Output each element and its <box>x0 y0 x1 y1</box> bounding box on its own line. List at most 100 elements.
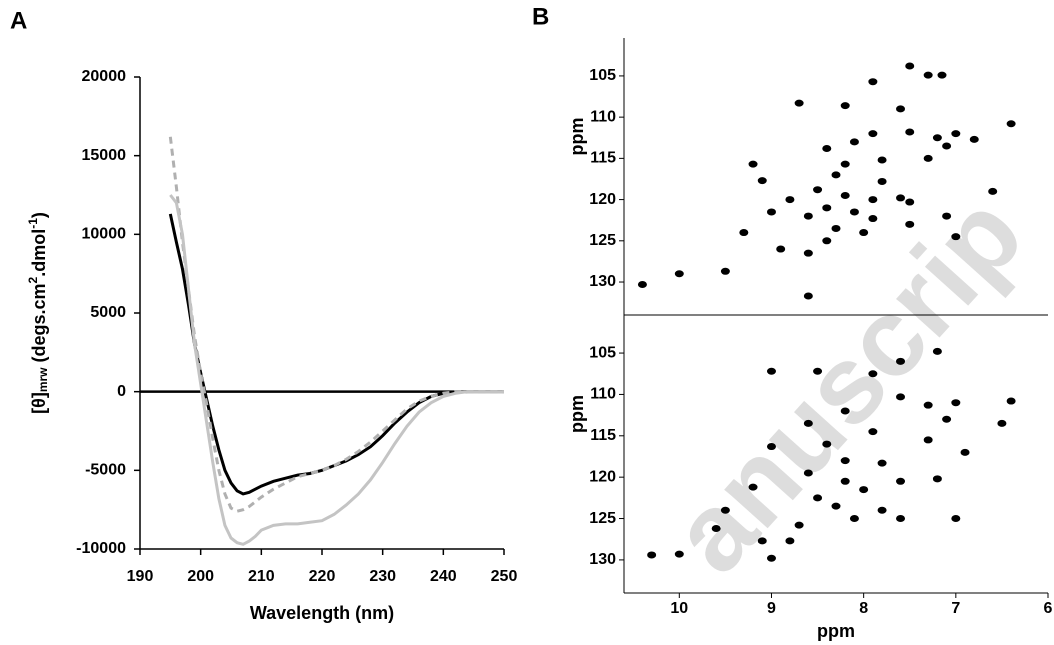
peak <box>960 448 970 456</box>
peak <box>997 419 1007 427</box>
x-tick-label: 10 <box>670 600 688 617</box>
x-tick-label: 9 <box>767 600 776 617</box>
y-tick-label: 125 <box>589 232 616 249</box>
peak <box>951 233 961 241</box>
peak <box>748 483 758 491</box>
x-tick-label: 6 <box>1044 600 1053 617</box>
data-line <box>169 194 504 546</box>
peak <box>674 550 684 558</box>
peak <box>849 138 859 146</box>
peak <box>951 515 961 523</box>
peak <box>905 128 915 136</box>
peak <box>988 187 998 195</box>
peak <box>877 506 887 514</box>
peak <box>794 99 804 107</box>
peak <box>896 105 906 113</box>
peak <box>896 357 906 365</box>
peak <box>932 475 942 483</box>
peak <box>877 156 887 164</box>
peak <box>868 196 878 204</box>
peak <box>1006 120 1016 128</box>
peak <box>951 130 961 138</box>
peak <box>766 554 776 562</box>
peak <box>776 245 786 253</box>
peak <box>739 229 749 237</box>
peak <box>896 515 906 523</box>
peak <box>831 224 841 232</box>
peak <box>637 280 647 288</box>
peak <box>803 212 813 220</box>
peak <box>951 399 961 407</box>
data-line <box>168 213 504 496</box>
peak <box>905 220 915 228</box>
x-tick-label: 200 <box>187 568 214 585</box>
peak <box>720 267 730 275</box>
peak <box>877 177 887 185</box>
peak <box>923 154 933 162</box>
peak <box>785 537 795 545</box>
peak <box>868 78 878 86</box>
y-axis-label-part: ) <box>29 212 49 218</box>
peak <box>849 208 859 216</box>
peak <box>803 469 813 477</box>
y-tick-label: 130 <box>589 551 616 568</box>
peak <box>840 477 850 485</box>
peak <box>822 440 832 448</box>
y-tick-label: -5000 <box>85 462 126 479</box>
peak <box>840 457 850 465</box>
peak <box>831 171 841 179</box>
peak <box>969 135 979 143</box>
y-tick-label: 15000 <box>82 147 127 164</box>
x-tick-label: 190 <box>127 568 154 585</box>
peak <box>757 537 767 545</box>
peak <box>803 249 813 257</box>
peak <box>896 194 906 202</box>
y-tick-label: 105 <box>589 67 616 84</box>
y-tick-label: -10000 <box>76 540 126 557</box>
peak <box>785 196 795 204</box>
peak <box>647 551 657 559</box>
peak <box>896 393 906 401</box>
x-tick-label: 230 <box>369 568 396 585</box>
y-tick-label: 10000 <box>82 226 127 243</box>
x-axis-label: ppm <box>817 621 855 641</box>
peak <box>868 428 878 436</box>
y-axis-label: [θ]mrw (degs.cm2.dmol-1) <box>26 212 50 414</box>
y-tick-label: 20000 <box>82 68 127 85</box>
peak <box>932 347 942 355</box>
x-tick-label: 210 <box>248 568 275 585</box>
y-axis-label-part: mrw <box>36 367 50 392</box>
y-tick-label: 120 <box>589 468 616 485</box>
x-tick-label: 8 <box>859 600 868 617</box>
x-tick-label: 220 <box>309 568 336 585</box>
peak <box>942 415 952 423</box>
peak <box>813 186 823 194</box>
peak <box>923 71 933 79</box>
x-axis-label: Wavelength (nm) <box>250 603 394 623</box>
peak <box>766 367 776 375</box>
peak <box>757 177 767 185</box>
peak <box>942 212 952 220</box>
y-tick-label: 0 <box>117 383 126 400</box>
peak <box>794 521 804 529</box>
y-tick-label: 125 <box>589 510 616 527</box>
peak <box>840 191 850 199</box>
y-tick-label: 115 <box>590 150 616 167</box>
peak <box>868 215 878 223</box>
peak <box>942 142 952 150</box>
y-axis-label-part: [θ] <box>29 392 49 414</box>
y-axis-label: ppm <box>567 118 587 156</box>
peak <box>803 419 813 427</box>
peak <box>877 459 887 467</box>
y-tick-label: 105 <box>589 344 616 361</box>
y-tick-label: 120 <box>589 191 616 208</box>
y-tick-label: 130 <box>589 273 616 290</box>
peak <box>711 524 721 532</box>
panel-label: B <box>532 3 549 30</box>
peak <box>937 71 947 79</box>
peak <box>868 370 878 378</box>
peak <box>803 292 813 300</box>
peak <box>822 204 832 212</box>
peak <box>813 494 823 502</box>
